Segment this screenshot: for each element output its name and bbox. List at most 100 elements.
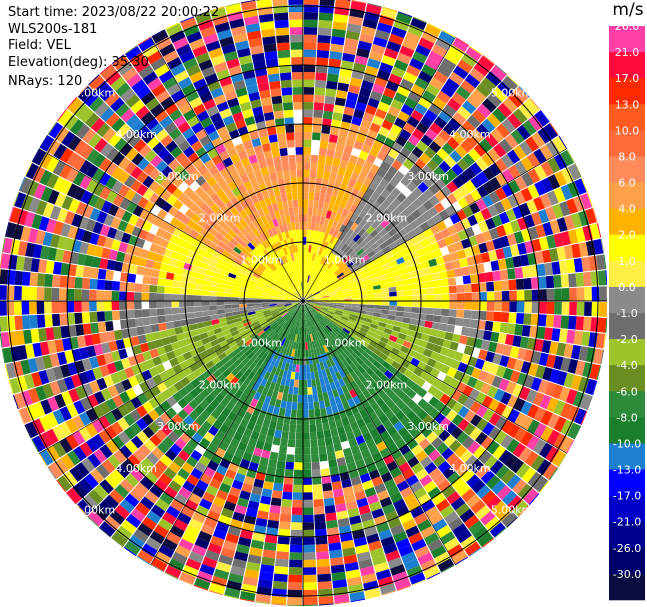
velocity-gate — [159, 220, 170, 231]
velocity-gate — [524, 214, 536, 228]
velocity-gate — [308, 199, 314, 208]
velocity-gate — [515, 462, 531, 479]
velocity-gate — [240, 434, 250, 445]
velocity-gate — [325, 88, 337, 97]
velocity-gate — [259, 135, 270, 145]
velocity-gate — [324, 505, 336, 514]
velocity-gate — [225, 533, 239, 544]
velocity-gate — [440, 84, 456, 98]
velocity-gate — [482, 194, 494, 208]
velocity-gate — [342, 234, 350, 244]
velocity-gate — [311, 277, 317, 285]
velocity-gate — [304, 304, 308, 312]
ring-distance-label: 4.00km — [449, 462, 491, 475]
velocity-gate — [72, 482, 88, 499]
velocity-gate — [173, 348, 183, 358]
velocity-gate — [318, 264, 324, 272]
velocity-gate — [139, 248, 150, 259]
velocity-gate — [285, 339, 290, 348]
velocity-gate — [597, 317, 607, 333]
velocity-gate — [247, 311, 256, 316]
velocity-gate — [325, 512, 337, 522]
velocity-gate — [60, 364, 71, 378]
velocity-gate — [201, 420, 212, 432]
velocity-gate — [278, 266, 285, 274]
velocity-gate — [284, 117, 294, 126]
velocity-gate — [303, 312, 305, 320]
velocity-gate — [433, 473, 447, 487]
velocity-gate — [231, 25, 246, 37]
velocity-gate — [441, 301, 450, 309]
velocity-gate — [262, 308, 271, 312]
velocity-gate — [410, 109, 424, 122]
velocity-gate — [167, 206, 179, 217]
velocity-gate — [321, 302, 330, 304]
velocity-gate — [149, 284, 158, 293]
velocity-gate — [303, 252, 306, 260]
velocity-gate — [342, 226, 351, 235]
velocity-gate — [330, 428, 339, 437]
velocity-gate — [369, 146, 380, 158]
velocity-gate — [161, 255, 171, 265]
velocity-gate — [168, 127, 182, 140]
velocity-gate — [35, 200, 48, 216]
velocity-gate — [425, 314, 434, 322]
velocity-gate — [214, 21, 231, 33]
velocity-gate — [257, 82, 270, 92]
velocity-gate — [195, 128, 208, 140]
velocity-gate — [444, 332, 454, 341]
velocity-gate — [444, 51, 461, 65]
velocity-gate — [180, 158, 192, 170]
velocity-gate — [315, 315, 321, 322]
velocity-gate — [270, 273, 278, 280]
velocity-gate — [75, 201, 87, 216]
velocity-gate — [371, 200, 381, 211]
velocity-gate — [150, 323, 160, 333]
velocity-gate — [399, 415, 411, 427]
velocity-gate — [314, 296, 322, 299]
velocity-gate — [293, 484, 303, 493]
velocity-gate — [339, 224, 347, 233]
velocity-gate — [233, 317, 243, 323]
velocity-gate — [329, 302, 337, 305]
velocity-gate — [156, 381, 168, 393]
velocity-gate — [217, 29, 233, 41]
velocity-gate — [522, 120, 537, 136]
velocity-gate — [605, 270, 607, 286]
velocity-gate — [267, 318, 275, 324]
velocity-gate — [335, 309, 343, 314]
velocity-gate — [486, 475, 501, 490]
velocity-gate — [152, 374, 163, 385]
velocity-gate — [247, 329, 256, 336]
velocity-gate — [157, 209, 168, 220]
velocity-gate — [210, 314, 219, 321]
velocity-gate — [381, 383, 391, 394]
velocity-gate — [148, 180, 160, 193]
velocity-gate — [201, 305, 210, 312]
velocity-gate — [243, 411, 253, 421]
velocity-gate — [447, 117, 462, 131]
velocity-gate — [566, 259, 576, 274]
velocity-gate — [352, 197, 362, 207]
velocity-gate — [294, 462, 303, 470]
velocity-gate — [246, 84, 259, 95]
velocity-gate — [298, 334, 302, 343]
velocity-gate — [369, 180, 379, 191]
velocity-gate — [279, 64, 291, 74]
velocity-gate — [186, 301, 195, 307]
velocity-gate — [101, 247, 111, 259]
velocity-gate — [303, 199, 309, 208]
velocity-gate — [82, 204, 94, 219]
velocity-gate — [206, 414, 217, 426]
velocity-gate — [163, 467, 177, 480]
velocity-gate — [324, 315, 332, 321]
velocity-gate — [342, 486, 354, 496]
velocity-gate — [395, 280, 404, 287]
velocity-gate — [353, 272, 362, 278]
velocity-gate — [311, 307, 319, 313]
velocity-gate — [140, 496, 155, 510]
velocity-gate — [368, 469, 381, 480]
velocity-gate — [407, 456, 420, 468]
velocity-gate — [351, 292, 360, 296]
velocity-gate — [280, 320, 287, 328]
